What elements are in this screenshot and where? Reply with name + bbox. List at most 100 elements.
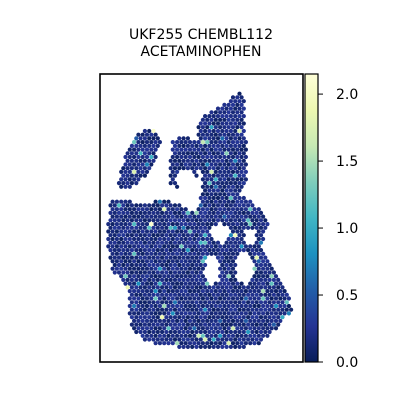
- spot: [172, 233, 178, 238]
- spot: [241, 248, 246, 253]
- spot: [144, 236, 150, 242]
- spot: [220, 262, 225, 268]
- spot: [138, 158, 143, 163]
- spot: [235, 318, 240, 323]
- spot: [220, 203, 225, 208]
- spot: [198, 344, 203, 349]
- spot: [222, 311, 227, 316]
- spot: [147, 315, 152, 320]
- spot: [211, 292, 216, 297]
- spot: [183, 281, 188, 286]
- spot: [121, 166, 126, 171]
- spot: [237, 173, 242, 178]
- spot: [142, 218, 147, 223]
- spot: [140, 162, 145, 167]
- spot: [160, 270, 165, 275]
- spot: [136, 259, 141, 264]
- spot: [177, 292, 182, 297]
- spot: [213, 177, 218, 182]
- spot: [254, 337, 259, 342]
- spot: [157, 289, 162, 294]
- spot: [233, 143, 238, 148]
- spot: [160, 218, 165, 223]
- spot: [224, 203, 229, 208]
- spot: [177, 248, 182, 253]
- spot: [177, 307, 182, 312]
- spot: [142, 255, 147, 260]
- spot: [230, 318, 236, 323]
- spot: [222, 244, 227, 249]
- spot: [132, 296, 137, 301]
- spot: [164, 270, 169, 275]
- spot: [121, 255, 126, 260]
- spot: [200, 244, 205, 249]
- spot: [136, 296, 141, 301]
- spot: [179, 154, 184, 160]
- spot: [226, 147, 231, 152]
- spot: [121, 233, 126, 238]
- spot: [203, 218, 208, 223]
- spot: [226, 154, 231, 160]
- spot: [192, 266, 197, 271]
- spot: [140, 154, 145, 160]
- spot: [265, 311, 270, 316]
- spot: [187, 333, 193, 338]
- spot: [230, 140, 236, 145]
- spot: [269, 311, 274, 316]
- spot: [185, 322, 190, 327]
- spot: [235, 289, 240, 294]
- spot: [125, 181, 130, 186]
- spot: [228, 270, 233, 275]
- spot: [175, 207, 180, 212]
- spot: [250, 255, 255, 260]
- spot: [140, 303, 145, 309]
- spot: [155, 203, 160, 208]
- spot: [200, 162, 205, 167]
- spot: [181, 329, 186, 335]
- spot: [239, 281, 244, 286]
- spot: [162, 296, 167, 301]
- spot: [256, 251, 261, 256]
- spot: [136, 311, 141, 316]
- spot: [132, 326, 137, 331]
- spot: [149, 222, 154, 227]
- spot: [222, 214, 227, 219]
- spot: [166, 214, 171, 219]
- spot: [194, 173, 199, 178]
- spot: [246, 225, 251, 230]
- spot: [233, 173, 238, 178]
- spot: [222, 147, 227, 152]
- spot: [190, 337, 195, 342]
- spot: [215, 292, 221, 297]
- spot: [200, 289, 205, 294]
- spot: [258, 315, 264, 320]
- spot: [136, 303, 141, 309]
- spot: [129, 233, 134, 238]
- spot: [190, 151, 195, 156]
- spot: [222, 125, 227, 130]
- spot: [241, 158, 246, 163]
- spot: [215, 128, 221, 134]
- spot: [177, 337, 182, 342]
- spot: [144, 296, 150, 301]
- spot: [185, 270, 190, 275]
- spot: [149, 333, 154, 338]
- spot: [136, 326, 141, 331]
- spot: [239, 95, 244, 100]
- spot: [265, 326, 270, 331]
- spot: [239, 125, 244, 130]
- spot: [200, 318, 205, 323]
- spot: [213, 289, 218, 294]
- spot: [271, 285, 276, 290]
- spot: [153, 311, 158, 316]
- spot: [200, 177, 205, 182]
- spot: [215, 158, 221, 163]
- spot: [256, 303, 261, 309]
- spot: [175, 162, 180, 167]
- spot: [228, 233, 233, 238]
- spot: [136, 147, 141, 152]
- spot: [138, 262, 143, 268]
- spot: [248, 244, 253, 249]
- spot: [258, 277, 264, 282]
- spot: [226, 110, 231, 115]
